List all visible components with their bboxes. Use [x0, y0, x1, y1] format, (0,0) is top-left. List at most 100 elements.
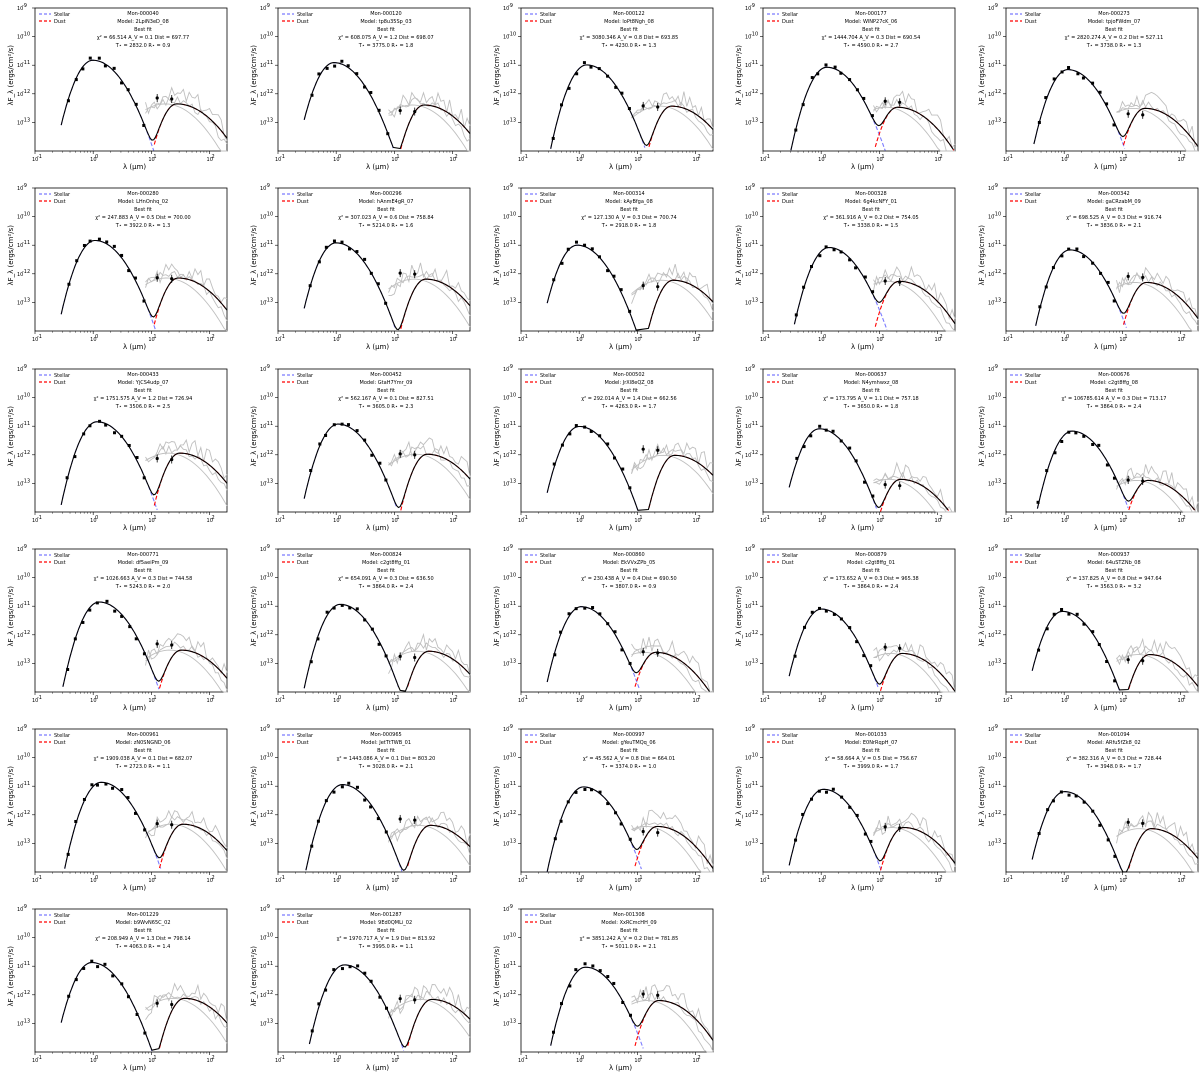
- x-tick-exp: 1: [153, 154, 156, 160]
- legend-dust-label: Dust: [782, 199, 794, 205]
- observed-point: [376, 817, 380, 821]
- panel-title: Mon-001033: [855, 732, 886, 738]
- total-model-curve: [546, 244, 714, 331]
- observed-point: [384, 830, 388, 834]
- y-tick-label: 10: [745, 6, 751, 12]
- x-tick-exp: -1: [280, 695, 285, 701]
- alt-fit-line: [873, 461, 955, 513]
- x-axis-label: λ (μm): [366, 704, 389, 712]
- y-tick-label: 10: [17, 661, 23, 667]
- y-tick-exp: -10: [750, 573, 758, 579]
- x-tick-exp: -1: [523, 334, 528, 340]
- x-tick-exp: 2: [455, 515, 458, 521]
- x-tick-label: 10: [275, 1058, 281, 1064]
- observed-point: [1037, 648, 1041, 652]
- y-tick-label: 10: [260, 813, 266, 819]
- observed-point: [347, 781, 351, 785]
- observed-point: [614, 811, 618, 815]
- x-tick-label: 10: [693, 518, 699, 524]
- x-axis-label: λ (μm): [609, 343, 632, 351]
- x-axis-label: λ (μm): [1094, 704, 1117, 712]
- y-tick-label: 10: [260, 633, 266, 639]
- y-tick-exp: -10: [993, 753, 1001, 759]
- legend-stellar-label: Stellar: [54, 12, 71, 18]
- model-name: Model: WlNP27cK_06: [845, 19, 898, 25]
- x-tick-exp: 1: [153, 515, 156, 521]
- plot-frame: [520, 7, 714, 152]
- x-tick-exp: 0: [338, 875, 341, 881]
- y-tick-exp: -11: [508, 961, 516, 967]
- y-tick-label: 10: [260, 120, 266, 126]
- model-name: Model: gYeuTMQq_06: [602, 740, 655, 746]
- y-tick-exp: -13: [508, 658, 516, 664]
- fit-params: χ² = 173.652 A_V = 0.3 Dist = 965.38: [823, 576, 918, 582]
- fit-params: χ² = 137.825 A_V = 0.8 Dist = 947.64: [1066, 576, 1161, 582]
- x-tick-label: 10: [333, 878, 339, 884]
- y-tick-exp: -9: [508, 904, 513, 910]
- observed-point: [325, 610, 329, 614]
- model-name: Model: tpjoFWdm_07: [1088, 19, 1141, 25]
- observed-point: [832, 612, 836, 616]
- fit-params: χ² = 292.014 A_V = 1.4 Dist = 662.56: [581, 396, 676, 402]
- legend-dust-label: Dust: [1025, 380, 1037, 386]
- y-tick-label: 10: [17, 215, 23, 221]
- y-tick-exp: -12: [993, 450, 1001, 456]
- alt-fit-line: [873, 827, 955, 873]
- y-tick-exp: -13: [22, 658, 30, 664]
- x-tick-label: 10: [333, 698, 339, 704]
- x-tick-label: 10: [32, 157, 38, 163]
- panel-title: Mon-001094: [1098, 732, 1129, 738]
- ir-point: [656, 651, 660, 655]
- x-tick-exp: 1: [881, 154, 884, 160]
- observed-point: [793, 654, 797, 658]
- legend-dust-label: Dust: [540, 560, 552, 566]
- y-axis-label: λF_λ (ergs/cm²/s): [7, 406, 15, 467]
- observed-point: [142, 123, 146, 127]
- x-tick-exp: -1: [280, 875, 285, 881]
- observed-point: [1112, 476, 1116, 480]
- ir-point: [641, 447, 645, 451]
- plot-frame: [277, 7, 471, 152]
- model-name: Model: zN0SNGND_06: [115, 740, 170, 746]
- x-tick-exp: 1: [639, 334, 642, 340]
- x-tick-label: 10: [576, 878, 582, 884]
- observed-point: [583, 606, 587, 610]
- y-axis-label: λF_λ (ergs/cm²/s): [7, 586, 15, 647]
- total-model-curve: [303, 62, 471, 150]
- x-tick-label: 10: [693, 878, 699, 884]
- observed-point: [589, 429, 593, 433]
- total-model-curve: [1031, 791, 1199, 873]
- observed-point: [370, 453, 374, 457]
- fit-params: χ² = 3080.346 A_V = 0.8 Dist = 693.85: [580, 35, 679, 41]
- x-tick-label: 10: [576, 698, 582, 704]
- star-params: T⋆ = 2918.0 R⋆ = 1.8: [601, 223, 657, 229]
- alt-fit-line: [1116, 282, 1198, 332]
- observed-point: [1075, 612, 1079, 616]
- best-fit-label: Best fit: [620, 388, 638, 394]
- x-tick-label: 10: [32, 1058, 38, 1064]
- fit-params: χ² = 230.438 A_V = 0.4 Dist = 690.50: [581, 576, 676, 582]
- alt-fit-line: [631, 105, 714, 150]
- x-tick-label: 10: [818, 518, 824, 524]
- x-axis-label: λ (μm): [609, 524, 632, 532]
- observed-point: [348, 965, 352, 969]
- y-tick-label: 10: [503, 633, 509, 639]
- ir-point: [170, 97, 174, 101]
- y-tick-label: 10: [17, 1021, 23, 1027]
- observed-point: [1105, 463, 1109, 467]
- panel-title: Mon-000637: [855, 372, 886, 378]
- observed-point: [1067, 66, 1071, 70]
- panel-title: Mon-000273: [1098, 11, 1129, 17]
- plot-frame: [762, 548, 956, 693]
- x-tick-label: 10: [1178, 878, 1184, 884]
- observed-point: [574, 240, 578, 244]
- y-tick-exp: -12: [508, 990, 516, 996]
- observed-point: [566, 247, 570, 251]
- plot-frame: [762, 728, 956, 873]
- x-tick-exp: 2: [1183, 334, 1186, 340]
- x-tick-label: 10: [634, 878, 640, 884]
- observed-point: [1105, 102, 1109, 106]
